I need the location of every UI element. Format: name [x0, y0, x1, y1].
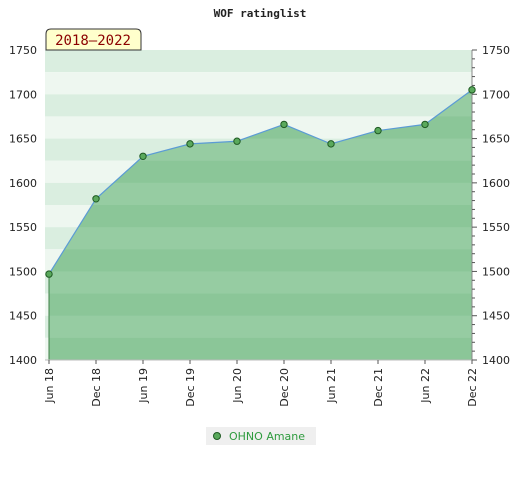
data-point [186, 140, 194, 148]
background-band [45, 116, 472, 139]
y-tick-label-right: 1700 [482, 88, 510, 101]
y-tick-label-right: 1450 [482, 310, 510, 323]
data-point [92, 195, 100, 203]
x-tick-label: Jun 20 [231, 368, 244, 404]
x-tick-label: Dec 19 [184, 368, 197, 407]
area-band [49, 337, 472, 360]
y-tick-label-right: 1500 [482, 265, 510, 278]
data-point [280, 120, 288, 129]
legend-label: OHNO Amane [229, 429, 306, 443]
background-band [45, 94, 472, 117]
data-point [139, 152, 147, 160]
x-tick-label: Dec 18 [90, 368, 103, 407]
axes: 1400 1400 1450 1450 1500 1500 1550 1550 1600 1600… [9, 44, 510, 407]
year-range-label: 2018–2022 [55, 33, 131, 49]
rating-area [49, 89, 472, 360]
y-tick-label-left: 1450 [9, 310, 37, 323]
y-tick-label-left: 1400 [9, 354, 37, 367]
y-tick-label-right: 1750 [482, 44, 510, 57]
data-point [374, 126, 382, 135]
y-tick-label-left: 1600 [9, 177, 37, 190]
x-tick-label: Dec 20 [278, 368, 291, 407]
y-tick-label-left: 1700 [9, 88, 37, 101]
rating-line [48, 89, 473, 275]
area-band [49, 160, 472, 183]
chart-title: WOF ratinglist [214, 7, 307, 20]
legend[interactable]: OHNO Amane [206, 427, 316, 445]
y-tick-label-left: 1750 [9, 44, 37, 57]
area-band [49, 293, 472, 316]
x-tick-label: Dec 22 [466, 368, 479, 407]
data-point [233, 137, 241, 145]
y-tick-label-right: 1650 [482, 133, 510, 146]
background-band [45, 50, 472, 73]
background-band [45, 72, 472, 95]
x-tick-label: Jun 21 [325, 368, 338, 404]
x-tick-label: Jun 22 [419, 368, 432, 404]
year-range-badge: 2018–2022 [45, 28, 142, 51]
data-point [45, 270, 53, 278]
data-point [421, 120, 429, 129]
x-tick-label: Jun 19 [137, 368, 150, 404]
area-band [49, 205, 472, 228]
data-point [327, 140, 335, 148]
y-tick-label-left: 1550 [9, 221, 37, 234]
area-band [49, 249, 472, 272]
y-tick-label-left: 1650 [9, 133, 37, 146]
y-tick-label-right: 1600 [482, 177, 510, 190]
legend-marker-icon [213, 432, 221, 440]
x-tick-label: Jun 18 [43, 368, 56, 404]
x-tick-label: Dec 21 [372, 368, 385, 407]
data-marks [45, 86, 476, 278]
y-tick-label-left: 1500 [9, 265, 37, 278]
data-point [468, 86, 476, 94]
y-tick-label-right: 1400 [482, 354, 510, 367]
y-tick-label-right: 1550 [482, 221, 510, 234]
